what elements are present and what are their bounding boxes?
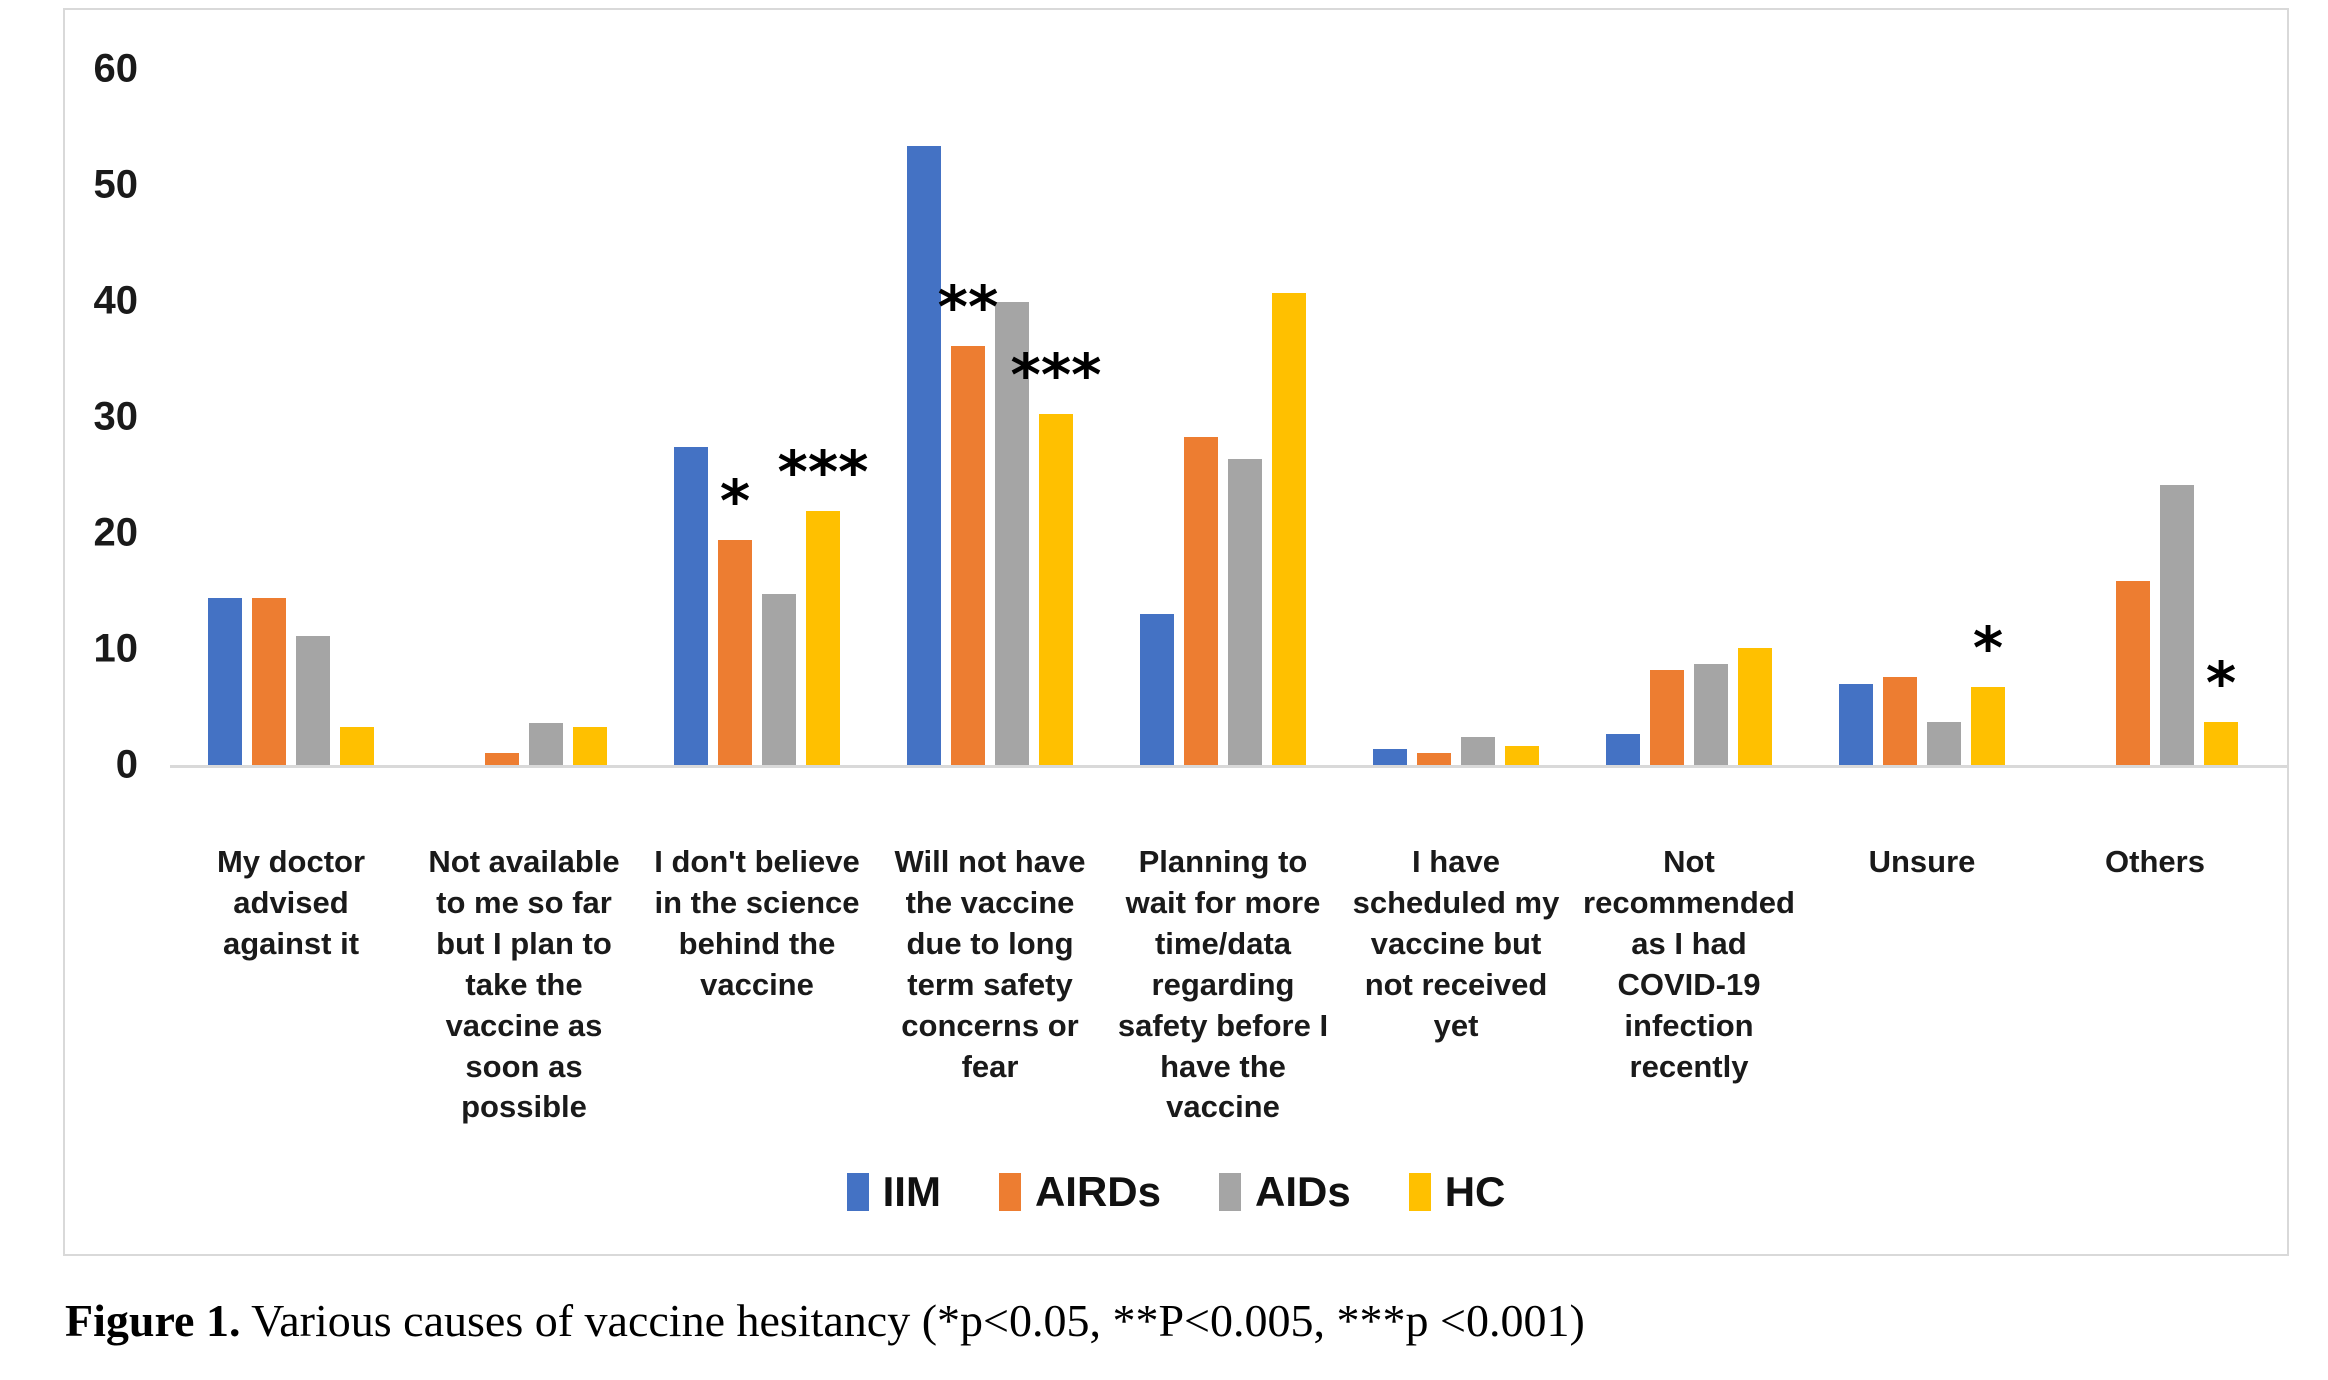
bar-airds	[718, 540, 752, 765]
bar-iim	[674, 447, 708, 765]
y-axis-tick-label: 10	[93, 626, 139, 671]
legend-item-hc: HC	[1408, 1168, 1506, 1216]
bar-iim	[1839, 684, 1873, 765]
x-axis-category-label: My doctor advised against it	[216, 844, 366, 961]
y-axis-tick-label: 30	[93, 394, 139, 439]
y-axis-tick-label: 20	[93, 510, 139, 555]
legend-label: AIDs	[1254, 1168, 1351, 1215]
figure-caption-text: Various causes of vaccine hesitancy (*p<…	[240, 1295, 1585, 1346]
bar-hc	[1039, 414, 1073, 765]
legend-item-aids: AIDs	[1218, 1168, 1351, 1216]
x-axis-category-label: Unsure	[1868, 844, 1976, 879]
legend-label: HC	[1444, 1168, 1506, 1215]
x-axis-category-label: Planning to wait for more time/data rega…	[1117, 844, 1329, 1125]
legend-item-airds: AIRDs	[998, 1168, 1161, 1216]
x-axis-category-label: Will not have the vaccine due to long te…	[894, 844, 1086, 1084]
bar-aids	[762, 594, 796, 765]
x-axis-baseline	[170, 765, 2288, 768]
bar-airds	[1650, 670, 1684, 765]
bar-iim	[1140, 614, 1174, 765]
legend-label: AIRDs	[1034, 1168, 1161, 1215]
bar-airds	[951, 346, 985, 765]
significance-star: ***	[777, 438, 869, 506]
bar-iim	[1373, 749, 1407, 765]
figure-caption-label: Figure 1.	[65, 1295, 241, 1346]
y-axis-tick-label: 0	[115, 742, 138, 787]
bar-airds	[1417, 753, 1451, 765]
bar-airds	[1883, 677, 1917, 765]
bar-aids	[2160, 485, 2194, 765]
bar-hc	[1272, 293, 1306, 765]
bar-hc	[1971, 687, 2005, 765]
chart-frame	[63, 8, 2289, 1256]
bar-iim	[208, 598, 242, 765]
bar-hc	[573, 727, 607, 765]
bar-aids	[1927, 722, 1961, 765]
bar-aids	[529, 723, 563, 765]
x-axis-category-label: I don't believe in the science behind th…	[654, 844, 860, 1002]
significance-star: ***	[1010, 341, 1102, 409]
y-axis-tick-label: 50	[93, 162, 139, 207]
bar-aids	[1694, 664, 1728, 765]
bar-hc	[340, 727, 374, 765]
x-axis-category-label: Others	[2105, 844, 2205, 879]
bar-iim	[1606, 734, 1640, 765]
legend-swatch-icon	[1218, 1173, 1241, 1211]
legend-swatch-icon	[998, 1173, 1021, 1211]
bar-hc	[2204, 722, 2238, 765]
bar-hc	[1738, 648, 1772, 765]
bar-airds	[485, 753, 519, 765]
bar-hc	[806, 511, 840, 765]
figure-caption: Figure 1. Various causes of vaccine hesi…	[65, 1294, 2265, 1347]
chart-legend: IIM AIRDs AIDs HC	[63, 1168, 2289, 1216]
legend-label: IIM	[882, 1168, 941, 1215]
x-axis-category-label: Not available to me so far but I plan to…	[428, 844, 620, 1125]
significance-star: *	[719, 467, 751, 535]
bar-airds	[2116, 581, 2150, 765]
bar-hc	[1505, 746, 1539, 765]
legend-swatch-icon	[846, 1173, 869, 1211]
significance-star: *	[1972, 614, 2004, 682]
bar-aids	[296, 636, 330, 765]
bar-airds	[252, 598, 286, 765]
bar-airds	[1184, 437, 1218, 765]
bar-aids	[1461, 737, 1495, 765]
y-axis-tick-label: 40	[93, 278, 139, 323]
y-axis-tick-label: 60	[93, 46, 139, 91]
bar-aids	[995, 302, 1029, 765]
significance-star: *	[2205, 649, 2237, 717]
significance-star: **	[937, 273, 999, 341]
x-axis-category-label: I have scheduled my vaccine but not rece…	[1352, 844, 1560, 1043]
bar-iim	[907, 146, 941, 765]
x-axis-category-label: Not recommended as I had COVID-19 infect…	[1583, 844, 1795, 1084]
bar-aids	[1228, 459, 1262, 765]
legend-swatch-icon	[1408, 1173, 1431, 1211]
legend-item-iim: IIM	[846, 1168, 941, 1216]
